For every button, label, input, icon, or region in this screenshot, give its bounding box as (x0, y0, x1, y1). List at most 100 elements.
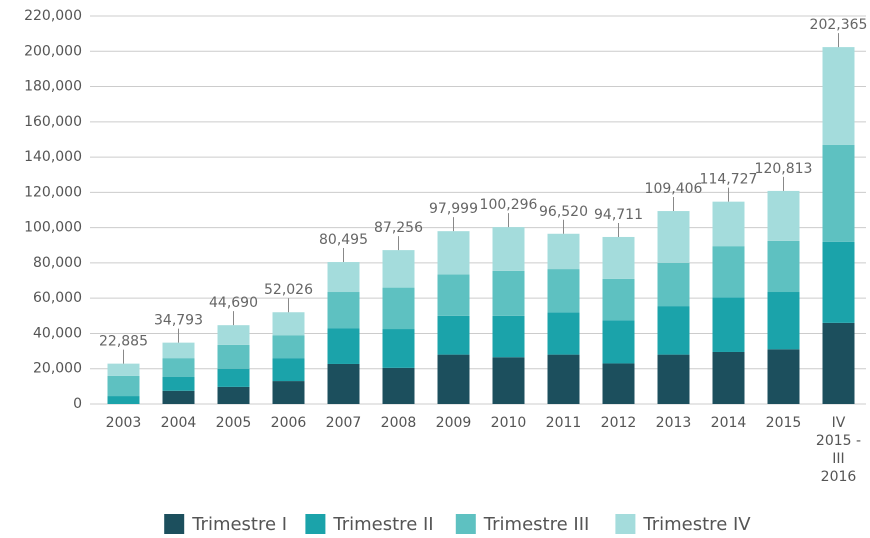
bar-segment (217, 325, 250, 345)
bar-segment (712, 246, 745, 298)
x-tick-label: 2010 (491, 415, 527, 431)
bar-segment (822, 241, 855, 323)
total-label: 80,495 (319, 232, 368, 248)
x-tick-label: 2009 (436, 415, 472, 431)
bar-segment (382, 367, 415, 404)
bar-segment (767, 240, 800, 293)
bar-segment (657, 354, 690, 404)
x-tick-label: 2014 (711, 415, 747, 431)
y-tick-label: 160,000 (24, 114, 82, 130)
bar-segment (602, 278, 635, 321)
bar-segment (272, 335, 305, 359)
bar-segment (602, 236, 635, 279)
x-tick-label: 2013 (656, 415, 692, 431)
bar-segment (492, 270, 525, 316)
bar-segment (327, 328, 360, 364)
x-tick-label: 2008 (381, 415, 417, 431)
x-tick-label: 2011 (546, 415, 582, 431)
bar-segment (162, 390, 195, 404)
bar-segment (657, 262, 690, 307)
y-tick-label: 140,000 (24, 149, 82, 165)
bar-segment (327, 363, 360, 404)
bar-segment (657, 211, 690, 263)
bar-segment (217, 386, 250, 404)
total-label: 87,256 (374, 220, 423, 236)
bar-segment (217, 344, 250, 369)
legend-swatch (305, 514, 326, 534)
bar-segment (547, 233, 580, 270)
bar-segment (107, 396, 140, 404)
bar-segment (767, 190, 800, 241)
total-label: 96,520 (539, 204, 588, 220)
bar-segment (492, 227, 525, 271)
bar-segment (437, 274, 470, 316)
legend-swatch (615, 514, 636, 534)
y-tick-label: 220,000 (24, 8, 82, 24)
legend-label: Trimestre II (332, 514, 433, 535)
y-tick-label: 60,000 (33, 290, 82, 306)
bar-segment (547, 312, 580, 355)
y-tick-label: 40,000 (33, 325, 82, 341)
legend-label: Trimestre IV (642, 514, 751, 535)
total-label: 52,026 (264, 282, 313, 298)
total-label: 97,999 (429, 201, 478, 217)
bar-segment (767, 292, 800, 350)
x-tick-label: 2005 (216, 415, 252, 431)
legend-swatch (164, 514, 185, 534)
bar-segment (822, 322, 855, 404)
bar-segment (382, 287, 415, 330)
y-tick-label: 0 (73, 396, 82, 412)
bar-segment (712, 297, 745, 352)
total-label: 100,296 (480, 197, 538, 213)
bar-segment (547, 354, 580, 404)
total-label: 34,793 (154, 313, 203, 329)
bar-segment (437, 315, 470, 355)
legend-label: Trimestre I (191, 514, 287, 535)
y-tick-label: 180,000 (24, 79, 82, 95)
bar-segment (602, 363, 635, 404)
x-tick-label: IV 2015 -III 2016 (816, 415, 861, 485)
legend-swatch (455, 514, 476, 534)
y-tick-label: 80,000 (33, 255, 82, 271)
total-label: 44,690 (209, 295, 258, 311)
bar-segment (327, 262, 360, 293)
bar-segment (272, 312, 305, 336)
bar-segment (382, 250, 415, 288)
bar-segment (382, 329, 415, 368)
y-tick-label: 200,000 (24, 43, 82, 59)
x-tick-label: 2012 (601, 415, 637, 431)
total-label: 22,885 (99, 334, 148, 350)
x-tick-label: 2015 (766, 415, 802, 431)
y-tick-label: 120,000 (24, 184, 82, 200)
bar-segment (217, 368, 250, 387)
total-label: 94,711 (594, 207, 643, 223)
bar-segment (657, 306, 690, 355)
bar-segment (712, 351, 745, 404)
bar-segment (602, 320, 635, 364)
bar-segment (492, 357, 525, 404)
bar-segment (107, 363, 140, 376)
bar-segment (162, 358, 195, 377)
y-tick-label: 100,000 (24, 220, 82, 236)
x-tick-label: 2007 (326, 415, 362, 431)
bar-segment (162, 342, 195, 359)
bar-segment (272, 358, 305, 382)
bar-segment (492, 315, 525, 358)
x-tick-label: 2006 (271, 415, 307, 431)
bar-segment (822, 47, 855, 145)
legend-label: Trimestre III (483, 514, 590, 535)
bar-segment (822, 144, 855, 242)
x-tick-label: 2004 (161, 415, 197, 431)
y-tick-label: 20,000 (33, 361, 82, 377)
total-label: 202,365 (810, 17, 868, 33)
total-label: 120,813 (755, 161, 813, 177)
bar-segment (437, 354, 470, 404)
total-label: 114,727 (700, 172, 758, 188)
total-label: 109,406 (645, 181, 703, 197)
bar-segment (767, 349, 800, 404)
x-tick-label: 2003 (106, 415, 142, 431)
bar-segment (712, 201, 745, 247)
bar-segment (327, 292, 360, 329)
bar-segment (272, 381, 305, 404)
